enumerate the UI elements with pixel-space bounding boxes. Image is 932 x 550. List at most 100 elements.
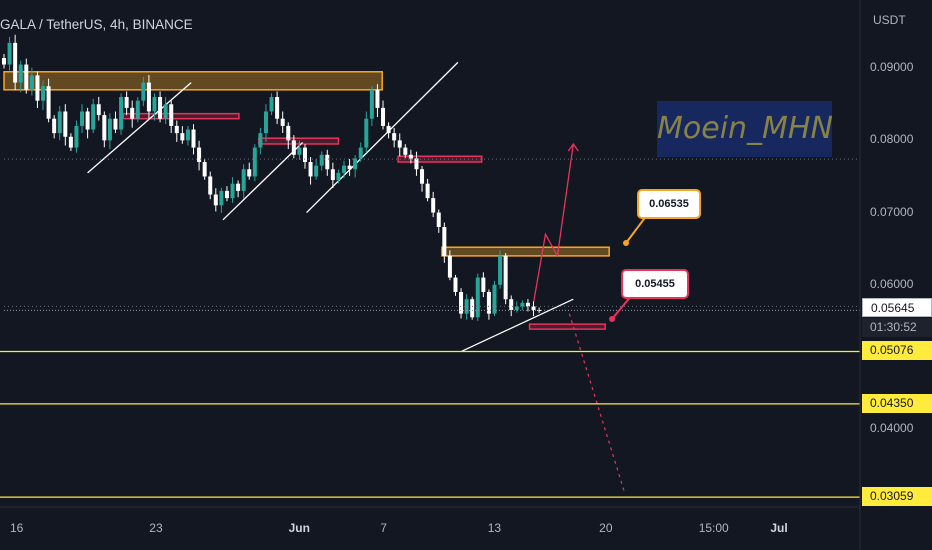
candle-body: [107, 118, 112, 141]
candle-body: [124, 97, 129, 108]
candle-body: [364, 118, 369, 148]
x-tick-label: 23: [149, 521, 163, 535]
candle-body: [102, 115, 107, 141]
candle-body: [241, 169, 246, 191]
candle-body: [453, 277, 458, 292]
candle-body: [152, 97, 157, 112]
candle-body: [63, 111, 68, 137]
bullish-projection-path: [532, 143, 574, 303]
support-level-tag: 0.04350: [862, 393, 932, 413]
candle-body: [286, 125, 291, 141]
currency-label: USDT: [873, 13, 906, 27]
candle-body: [537, 310, 542, 312]
candle-body: [163, 104, 168, 119]
candle-body: [381, 107, 386, 126]
y-tick-label: 0.09000: [870, 60, 914, 75]
candle-body: [85, 111, 90, 130]
y-tick-label: 0.06000: [870, 276, 914, 291]
candle-body: [202, 162, 207, 177]
candle-body: [91, 104, 96, 130]
candle-body: [431, 198, 436, 213]
candle-body: [525, 302, 530, 307]
candle-body: [447, 255, 452, 278]
trendline: [306, 61, 459, 214]
candle-body: [492, 284, 497, 314]
y-tick-label: 0.08000: [870, 132, 914, 147]
candle-body: [135, 100, 140, 119]
candle-body: [314, 165, 319, 177]
trendline: [461, 298, 574, 352]
author-watermark: Moein_MHN: [657, 101, 833, 157]
x-tick-label: 15:00: [698, 521, 729, 535]
candle-body: [96, 104, 101, 116]
candle-body: [369, 89, 374, 119]
candle-body: [520, 302, 525, 307]
candle-body: [18, 64, 23, 83]
candle-body: [486, 291, 491, 314]
callout-lower-target[interactable]: 0.05455: [621, 269, 689, 299]
candle-body: [13, 42, 18, 83]
candle-body: [514, 306, 519, 311]
candle-body: [119, 97, 124, 130]
candle-body: [113, 118, 118, 130]
candle-body: [169, 104, 174, 126]
candle-body: [302, 147, 307, 163]
resistance-zone: [122, 112, 240, 120]
callout-pointer-upper: [625, 214, 648, 244]
candle-body: [57, 111, 62, 134]
x-tick-label: Jul: [770, 521, 788, 535]
candle-body: [24, 64, 29, 90]
candle-body: [414, 158, 419, 170]
callout-anchor-upper: [623, 240, 629, 246]
candle-body: [208, 176, 213, 195]
candle-body: [230, 183, 235, 199]
candle-body: [247, 169, 252, 177]
candle-body: [509, 299, 514, 311]
candle-body: [219, 190, 224, 206]
candle-body: [185, 129, 190, 141]
support-level-tag: 0.03059: [862, 487, 932, 507]
candle-body: [29, 75, 34, 90]
trendline: [222, 142, 304, 221]
y-tick-label: 0.04000: [870, 421, 914, 436]
candle-body: [308, 162, 313, 177]
candle-body: [330, 169, 335, 181]
candle-body: [353, 158, 358, 170]
supply-zone: [3, 71, 383, 91]
candle-body: [397, 140, 402, 148]
y-tick-label: 0.07000: [870, 204, 914, 219]
candle-body: [146, 82, 151, 112]
resistance-zone: [528, 323, 606, 330]
chart-title: GALA / TetherUS, 4h, BINANCE: [0, 17, 193, 32]
candle-body: [7, 42, 12, 65]
candle-body: [425, 183, 430, 199]
candle-body: [236, 183, 241, 191]
projection-arrow-up: [567, 142, 579, 152]
candle-body: [392, 133, 397, 141]
candle-body: [158, 97, 163, 119]
candle-body: [481, 277, 486, 292]
candle-countdown: 01:30:52: [862, 318, 932, 337]
candle-body: [35, 75, 40, 101]
candle-body: [403, 147, 408, 155]
candle-body: [224, 190, 229, 199]
candles-layer: [2, 34, 542, 321]
resistance-zone: [258, 137, 340, 145]
candle-body: [46, 86, 51, 119]
candle-body: [420, 169, 425, 184]
callout-upper-target[interactable]: 0.06535: [637, 189, 701, 219]
supply-zone: [441, 246, 610, 257]
candle-body: [358, 147, 363, 159]
candle-body: [275, 97, 280, 119]
current-price-tag: 0.05645: [862, 298, 932, 317]
x-tick-label: 16: [9, 521, 24, 535]
candle-body: [319, 154, 324, 166]
callout-pointer-lower: [611, 294, 633, 320]
candle-body: [213, 194, 218, 206]
x-tick-label: 7: [380, 521, 387, 535]
candle-body: [258, 133, 263, 148]
candle-body: [408, 154, 413, 159]
candle-body: [464, 299, 469, 314]
x-tick-label: 13: [487, 521, 502, 535]
